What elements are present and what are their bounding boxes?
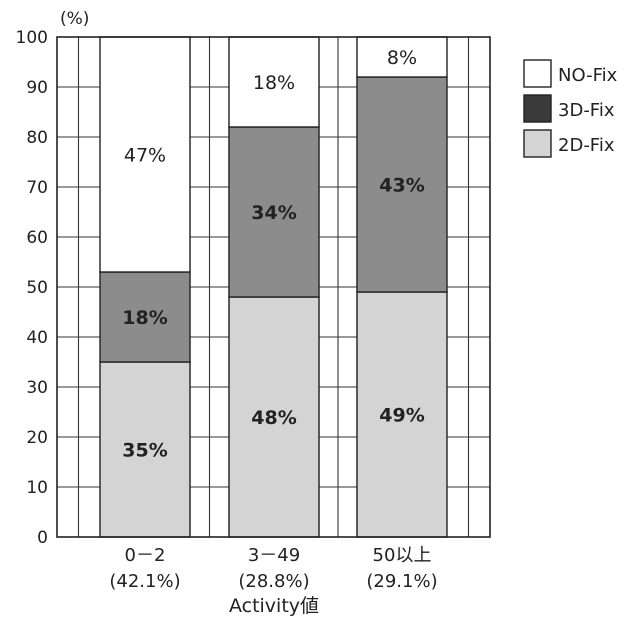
- x-axis-ticks: 0－2 (42.1%) 3－49 (28.8%) 50以上 (29.1%): [109, 545, 437, 592]
- y-axis-ticks: 0 10 20 30 40 50 60 70 80 90 100: [16, 28, 48, 548]
- x-tick-label: 3－49: [248, 545, 300, 566]
- x-tick-sublabel: (42.1%): [109, 571, 180, 592]
- bar-segment-2d-fix: [99, 361, 191, 538]
- x-tick-label: 0－2: [125, 545, 166, 566]
- x-tick-sublabel: (29.1%): [366, 571, 437, 592]
- y-tick-label: 10: [26, 478, 48, 498]
- plot-frame: [56, 36, 491, 538]
- y-tick-label: 20: [26, 428, 48, 448]
- data-label: 18%: [122, 307, 167, 329]
- y-tick-label: 100: [16, 28, 48, 48]
- data-label: 48%: [251, 407, 296, 429]
- data-label: 49%: [379, 405, 424, 427]
- x-tick-sublabel: (28.8%): [238, 571, 309, 592]
- y-unit-label: (%): [60, 9, 89, 29]
- y-tick-label: 30: [26, 378, 48, 398]
- y-tick-label: 40: [26, 328, 48, 348]
- legend: NO-Fix 3D-Fix 2D-Fix: [523, 59, 618, 158]
- y-tick-label: 70: [26, 178, 48, 198]
- bar-segment-no-fix: [99, 36, 191, 273]
- y-tick-label: 0: [37, 528, 48, 548]
- legend-label: 2D-Fix: [558, 135, 615, 156]
- y-tick-label: 90: [26, 78, 48, 98]
- legend-label: 3D-Fix: [558, 100, 615, 121]
- x-axis-label: Activity値: [229, 595, 319, 617]
- y-tick-label: 80: [26, 128, 48, 148]
- bar-segment-2d-fix: [228, 296, 320, 538]
- legend-swatch-3d-fix: [523, 94, 552, 123]
- data-label: 8%: [387, 47, 417, 69]
- y-tick-label: 60: [26, 228, 48, 248]
- bars: 35% 18% 47% 48% 34% 18% 49% 43% 8%: [99, 36, 448, 538]
- data-label: 43%: [379, 175, 424, 197]
- y-tick-label: 50: [26, 278, 48, 298]
- bar-segment-3d-fix: [99, 271, 191, 363]
- data-label: 18%: [253, 72, 295, 94]
- legend-swatch-no-fix: [523, 59, 552, 88]
- bar-segment-3d-fix: [356, 76, 448, 293]
- data-label: 35%: [122, 440, 167, 462]
- data-label: 47%: [124, 145, 166, 167]
- legend-label: NO-Fix: [558, 65, 618, 86]
- bar-segment-no-fix: [356, 36, 448, 78]
- bar-segment-3d-fix: [228, 126, 320, 298]
- data-label: 34%: [251, 202, 296, 224]
- x-tick-label: 50以上: [373, 545, 432, 566]
- bar-segment-no-fix: [228, 36, 320, 128]
- legend-swatch-2d-fix: [523, 129, 552, 158]
